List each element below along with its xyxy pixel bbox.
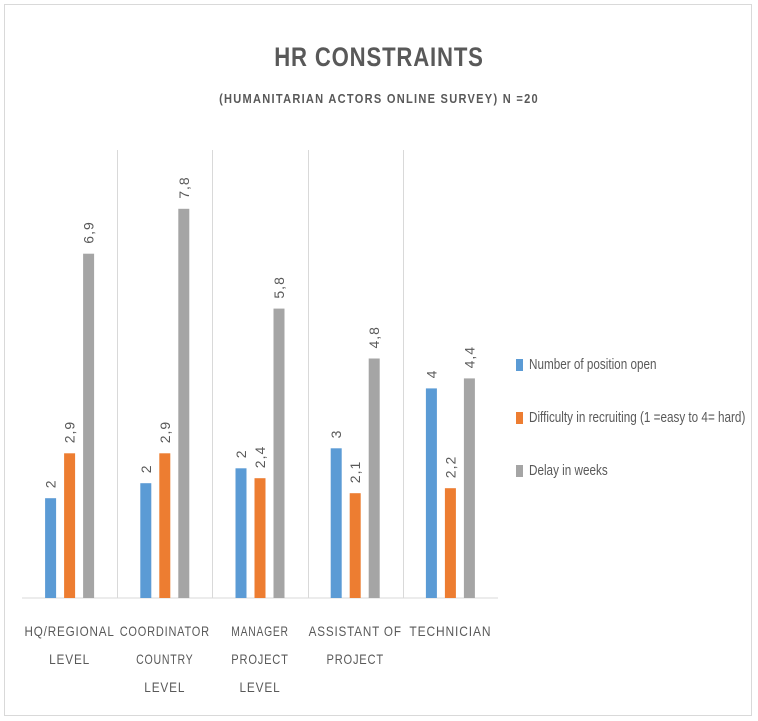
- data-label: 2: [138, 464, 154, 473]
- legend-label: Number of position open: [529, 356, 657, 373]
- category-label: PROJECT: [327, 651, 384, 667]
- bars: [45, 208, 475, 599]
- bar: [368, 358, 380, 598]
- data-label: 5,8: [271, 276, 287, 298]
- bar: [254, 478, 266, 598]
- data-label: 4,4: [461, 346, 477, 368]
- data-label: 2: [43, 479, 59, 488]
- bar: [45, 498, 57, 598]
- bar: [349, 493, 361, 598]
- chart-subtitle: (HUMANITARIAN ACTORS ONLINE SURVEY) N =2…: [219, 91, 539, 106]
- data-label: 2,9: [157, 421, 173, 443]
- data-label: 2,1: [347, 461, 363, 483]
- bar: [330, 448, 342, 598]
- category-label: LEVEL: [49, 651, 90, 667]
- category-label: MANAGER: [231, 623, 288, 639]
- data-label: 6,9: [81, 221, 97, 243]
- bar: [140, 483, 152, 598]
- category-separators: [117, 150, 404, 598]
- legend-item: Difficulty in recruiting (1 =easy to 4= …: [516, 409, 758, 426]
- data-label: 3: [328, 430, 344, 439]
- chart-title: HR CONSTRAINTS: [274, 42, 484, 72]
- bar: [444, 488, 456, 598]
- category-labels: HQ/REGIONAL LEVEL COORDINATOR COUNTRY LEVEL M…: [25, 623, 491, 695]
- category-label: HQ/REGIONAL: [25, 623, 115, 639]
- legend-item: Number of position open: [516, 356, 692, 373]
- data-label: 2,9: [62, 421, 78, 443]
- bar: [273, 308, 285, 598]
- category-label: ASSISTANT OF: [309, 623, 402, 639]
- category-label: TECHNICIAN: [409, 623, 491, 639]
- bar: [159, 453, 171, 598]
- data-label: 2,2: [442, 456, 458, 478]
- bar: [425, 388, 437, 598]
- data-label: 2,4: [252, 446, 268, 468]
- data-label: 7,8: [176, 176, 192, 198]
- category-label: LEVEL: [144, 679, 185, 695]
- bar: [64, 453, 76, 598]
- data-label: 2: [233, 450, 249, 459]
- bar: [83, 253, 95, 598]
- category-label: LEVEL: [240, 679, 281, 695]
- data-label: 4: [423, 370, 439, 379]
- legend-swatch: [516, 464, 523, 477]
- bar: [235, 468, 247, 598]
- category-label: COUNTRY: [136, 651, 193, 667]
- legend-label: Difficulty in recruiting (1 =easy to 4= …: [529, 409, 746, 426]
- category-label: PROJECT: [231, 651, 288, 667]
- legend-swatch: [516, 411, 523, 424]
- legend-swatch: [516, 358, 523, 371]
- legend-item: Delay in weeks: [516, 462, 630, 479]
- bar: [178, 208, 190, 599]
- data-labels: 2 2 2 3 4 2,9 2,9 2,4 2,1 2,2 6,9 7,8 5,8 4,8 4,4: [43, 176, 478, 488]
- category-label: COORDINATOR: [120, 623, 210, 639]
- bar: [463, 378, 475, 598]
- data-label: 4,8: [366, 326, 382, 348]
- legend-label: Delay in weeks: [529, 462, 608, 479]
